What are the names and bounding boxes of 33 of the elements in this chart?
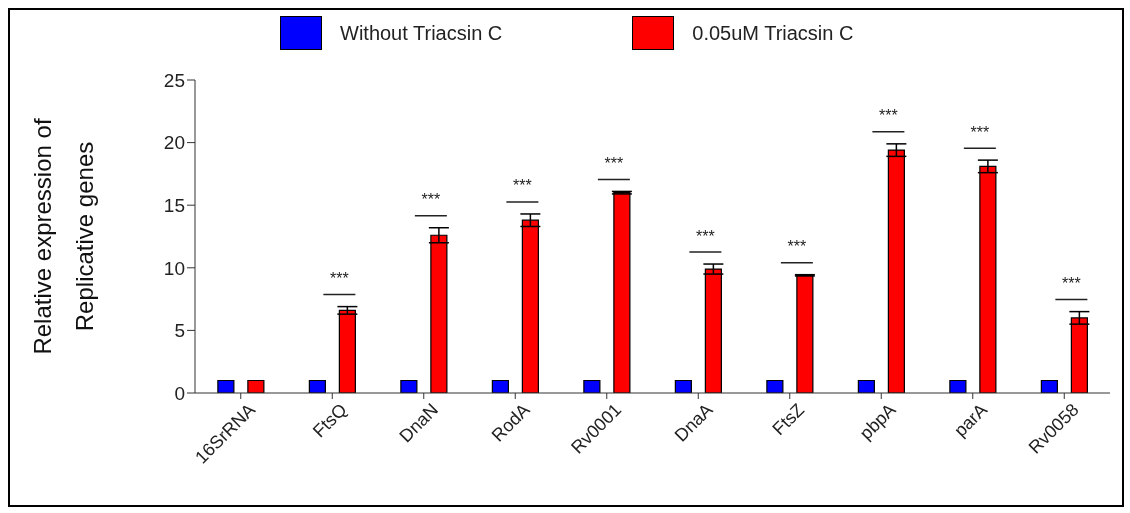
bar	[217, 379, 235, 393]
annotation: ***	[604, 154, 624, 172]
annotation: ***	[696, 227, 715, 245]
bar	[766, 379, 784, 393]
bar	[247, 379, 265, 393]
bar	[949, 379, 967, 393]
bar	[308, 379, 326, 393]
annotation: ***	[1062, 275, 1081, 293]
bar	[613, 192, 631, 393]
y-tick-label: 25	[163, 69, 185, 91]
annotation: ***	[970, 123, 990, 141]
bar	[400, 379, 418, 393]
legend-label: Without Triacsin C	[340, 21, 503, 45]
bar	[1040, 379, 1058, 393]
annotation: ***	[787, 238, 807, 256]
y-tick-label: 5	[174, 320, 185, 342]
annotation: ***	[330, 270, 349, 288]
bar	[583, 379, 601, 393]
bar	[857, 379, 875, 393]
y-tick-label: 15	[163, 194, 185, 216]
annotation: ***	[879, 107, 898, 125]
bar	[704, 268, 722, 393]
annotation: ***	[421, 191, 441, 209]
bar	[338, 309, 356, 393]
annotation: ***	[513, 177, 532, 195]
y-tick-label: 20	[163, 132, 185, 154]
y-tick-label: 10	[163, 257, 185, 279]
bar	[674, 379, 692, 393]
y-tick-label: 0	[174, 382, 185, 404]
legend-label: 0.05uM Triacsin C	[692, 21, 854, 45]
y-axis-title: Relative expression of Replicative genes	[29, 118, 98, 355]
bar	[491, 379, 509, 393]
bar	[796, 274, 814, 393]
